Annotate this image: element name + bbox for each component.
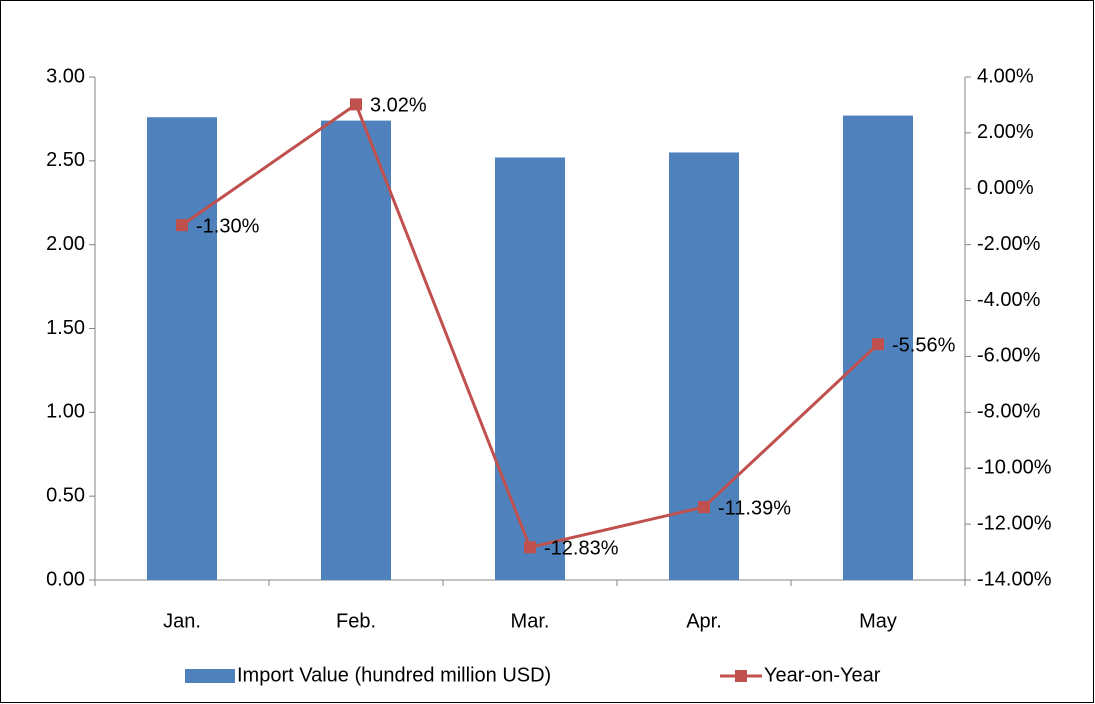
data-label: -5.56% bbox=[892, 334, 956, 356]
line-marker bbox=[176, 219, 188, 232]
y2-tick-label: -2.00% bbox=[977, 233, 1041, 255]
line-marker bbox=[872, 338, 884, 351]
data-label: 3.02% bbox=[370, 95, 427, 117]
y2-tick-label: -12.00% bbox=[977, 512, 1052, 534]
bar bbox=[495, 157, 565, 581]
x-tick-label: Mar. bbox=[511, 610, 550, 632]
y2-tick-label: -8.00% bbox=[977, 401, 1041, 423]
legend-swatch bbox=[735, 670, 747, 682]
x-tick-label: Jan. bbox=[163, 610, 201, 632]
y2-tick-label: -14.00% bbox=[977, 568, 1052, 590]
y-tick-label: 2.00 bbox=[46, 233, 85, 255]
legend-label: Year-on-Year bbox=[764, 664, 881, 686]
y2-tick-label: -6.00% bbox=[977, 345, 1041, 367]
y-tick-label: 2.50 bbox=[46, 149, 85, 171]
bar bbox=[321, 120, 391, 581]
data-label: -12.83% bbox=[544, 538, 619, 560]
data-label: -1.30% bbox=[196, 215, 260, 237]
y2-tick-label: 2.00% bbox=[977, 121, 1034, 143]
line-marker bbox=[698, 501, 710, 514]
y-tick-label: 0.00 bbox=[46, 568, 85, 590]
bar bbox=[147, 117, 217, 581]
y2-tick-label: -10.00% bbox=[977, 457, 1052, 479]
y2-tick-label: 0.00% bbox=[977, 177, 1034, 199]
x-tick-label: May bbox=[859, 610, 897, 632]
x-tick-label: Apr. bbox=[686, 610, 722, 632]
y-tick-label: 1.00 bbox=[46, 401, 85, 423]
data-label: -11.39% bbox=[718, 497, 791, 519]
y-tick-label: 0.50 bbox=[46, 484, 85, 506]
y-tick-label: 3.00 bbox=[46, 65, 85, 87]
line-marker bbox=[524, 541, 536, 554]
x-tick-label: Feb. bbox=[336, 610, 376, 632]
line-marker bbox=[350, 98, 362, 111]
legend-label: Import Value (hundred million USD) bbox=[237, 664, 551, 686]
y-tick-label: 1.50 bbox=[46, 317, 85, 339]
y2-tick-label: -4.00% bbox=[977, 289, 1041, 311]
y2-tick-label: 4.00% bbox=[977, 65, 1034, 87]
legend-swatch bbox=[185, 669, 235, 683]
